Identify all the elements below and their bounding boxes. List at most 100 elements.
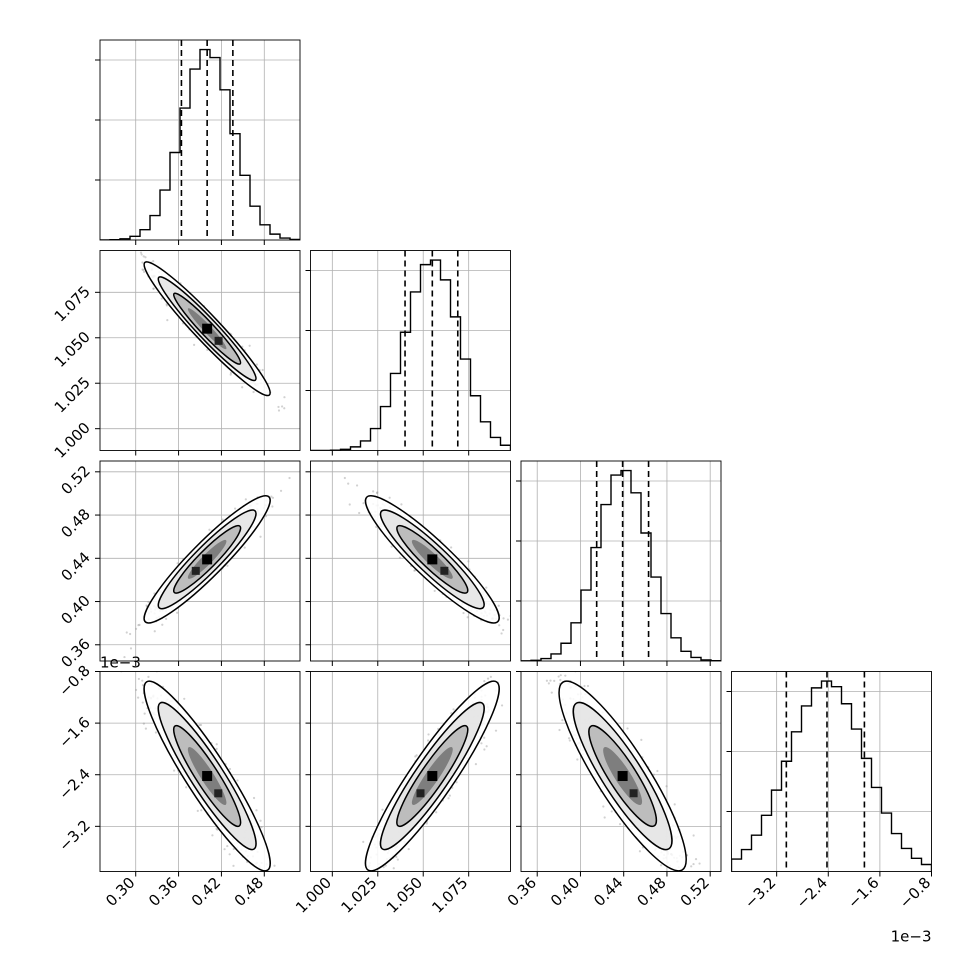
scatter-point: [665, 785, 668, 788]
scatter-point: [252, 390, 255, 394]
scatter-point: [229, 371, 233, 375]
scatter-point: [137, 677, 140, 681]
scatter-point: [241, 386, 244, 389]
scatter-point: [656, 769, 659, 773]
scatter-point: [223, 848, 226, 851]
scatter-point: [541, 668, 543, 670]
scatter-point: [467, 560, 470, 563]
scatter-point: [271, 882, 273, 884]
scatter-point: [271, 496, 275, 499]
scatter-point: [102, 218, 104, 220]
scatter-point: [381, 808, 384, 811]
panel-frame: [310, 250, 511, 451]
histogram-panel-0: [95, 39, 301, 245]
scatter-point: [165, 304, 169, 307]
scatter-point: [200, 809, 203, 812]
scatter-point: [447, 797, 450, 800]
scatter-point: [141, 684, 145, 687]
scatter-point: [216, 828, 219, 831]
scatter-point: [502, 628, 505, 632]
scatter-point: [359, 874, 361, 876]
scatter-point: [138, 623, 141, 626]
scatter-point: [147, 600, 150, 604]
scatter-point: [123, 655, 126, 659]
scatter-point: [147, 675, 150, 678]
scatter-point: [154, 731, 158, 734]
scatter-point: [140, 253, 143, 256]
scatter-point: [407, 847, 410, 851]
scatter-point: [514, 661, 516, 663]
scatter-point: [480, 742, 483, 745]
scatter-point: [137, 624, 140, 627]
scatter-point: [273, 864, 276, 867]
scatter-point: [355, 484, 359, 487]
scatter-point: [375, 491, 379, 495]
scatter-point: [348, 503, 351, 506]
scatter-point: [153, 630, 156, 633]
scatter-point: [398, 556, 402, 559]
scatter-point: [277, 405, 280, 409]
scatter-point: [530, 623, 532, 625]
scatter-point: [165, 617, 168, 620]
scatter-point: [255, 809, 258, 812]
scatter-point: [388, 496, 391, 499]
scatter-point: [141, 261, 144, 264]
scatter-point: [152, 287, 155, 290]
scatter-point: [514, 629, 516, 631]
scatter-point: [141, 679, 144, 682]
y-tick-label: −1.6: [55, 713, 93, 751]
scatter-point: [273, 876, 275, 878]
scatter-point: [450, 546, 453, 549]
panel-frame: [310, 460, 511, 662]
scatter-point: [255, 363, 259, 366]
density-peak: [427, 771, 438, 782]
scatter-point: [618, 823, 622, 826]
scatter-point: [271, 505, 274, 508]
scatter-point: [425, 822, 428, 825]
scatter-point: [362, 872, 364, 874]
scatter-point: [141, 701, 144, 704]
scatter-point: [351, 874, 353, 876]
scatter-point: [358, 511, 361, 515]
scatter-point: [414, 755, 417, 758]
scatter-point: [142, 255, 145, 258]
scatter-point: [264, 515, 268, 518]
scatter-point: [640, 738, 643, 741]
scatter-point: [137, 696, 140, 699]
scatter-point: [259, 535, 262, 538]
scatter-point: [494, 729, 498, 732]
scatter-point: [452, 708, 455, 711]
scatter-point: [489, 675, 492, 678]
scatter-point: [466, 616, 469, 619]
density-peak: [440, 566, 449, 575]
panel-frame: [520, 460, 722, 662]
scatter-point: [426, 739, 430, 742]
scatter-point: [129, 647, 133, 650]
scatter-point: [498, 624, 501, 627]
scatter-point: [215, 747, 218, 750]
scatter-point: [279, 489, 283, 492]
scatter-point: [362, 840, 365, 844]
scatter-point: [233, 507, 237, 510]
scatter-point: [134, 688, 138, 692]
density-peak: [416, 789, 425, 798]
scatter-point: [145, 604, 148, 607]
y-tick-label: −3.2: [55, 816, 93, 854]
scatter-point: [553, 679, 556, 682]
scatter-point: [483, 736, 486, 739]
scatter-point: [248, 344, 251, 347]
scatter-point: [455, 781, 458, 784]
y-tick-label: −0.8: [55, 662, 93, 700]
scatter-point: [196, 809, 199, 812]
scatter-point: [390, 545, 393, 548]
scatter-point: [362, 502, 365, 505]
scatter-point: [568, 739, 571, 742]
scatter-point: [415, 754, 418, 757]
scatter-point: [280, 405, 284, 408]
scatter-point: [228, 767, 232, 771]
scatter-point: [435, 811, 438, 814]
x-tick-label: 1.025: [338, 874, 381, 917]
panel-frame: [310, 671, 511, 872]
scatter-point: [206, 348, 209, 351]
scatter-point: [244, 498, 247, 501]
